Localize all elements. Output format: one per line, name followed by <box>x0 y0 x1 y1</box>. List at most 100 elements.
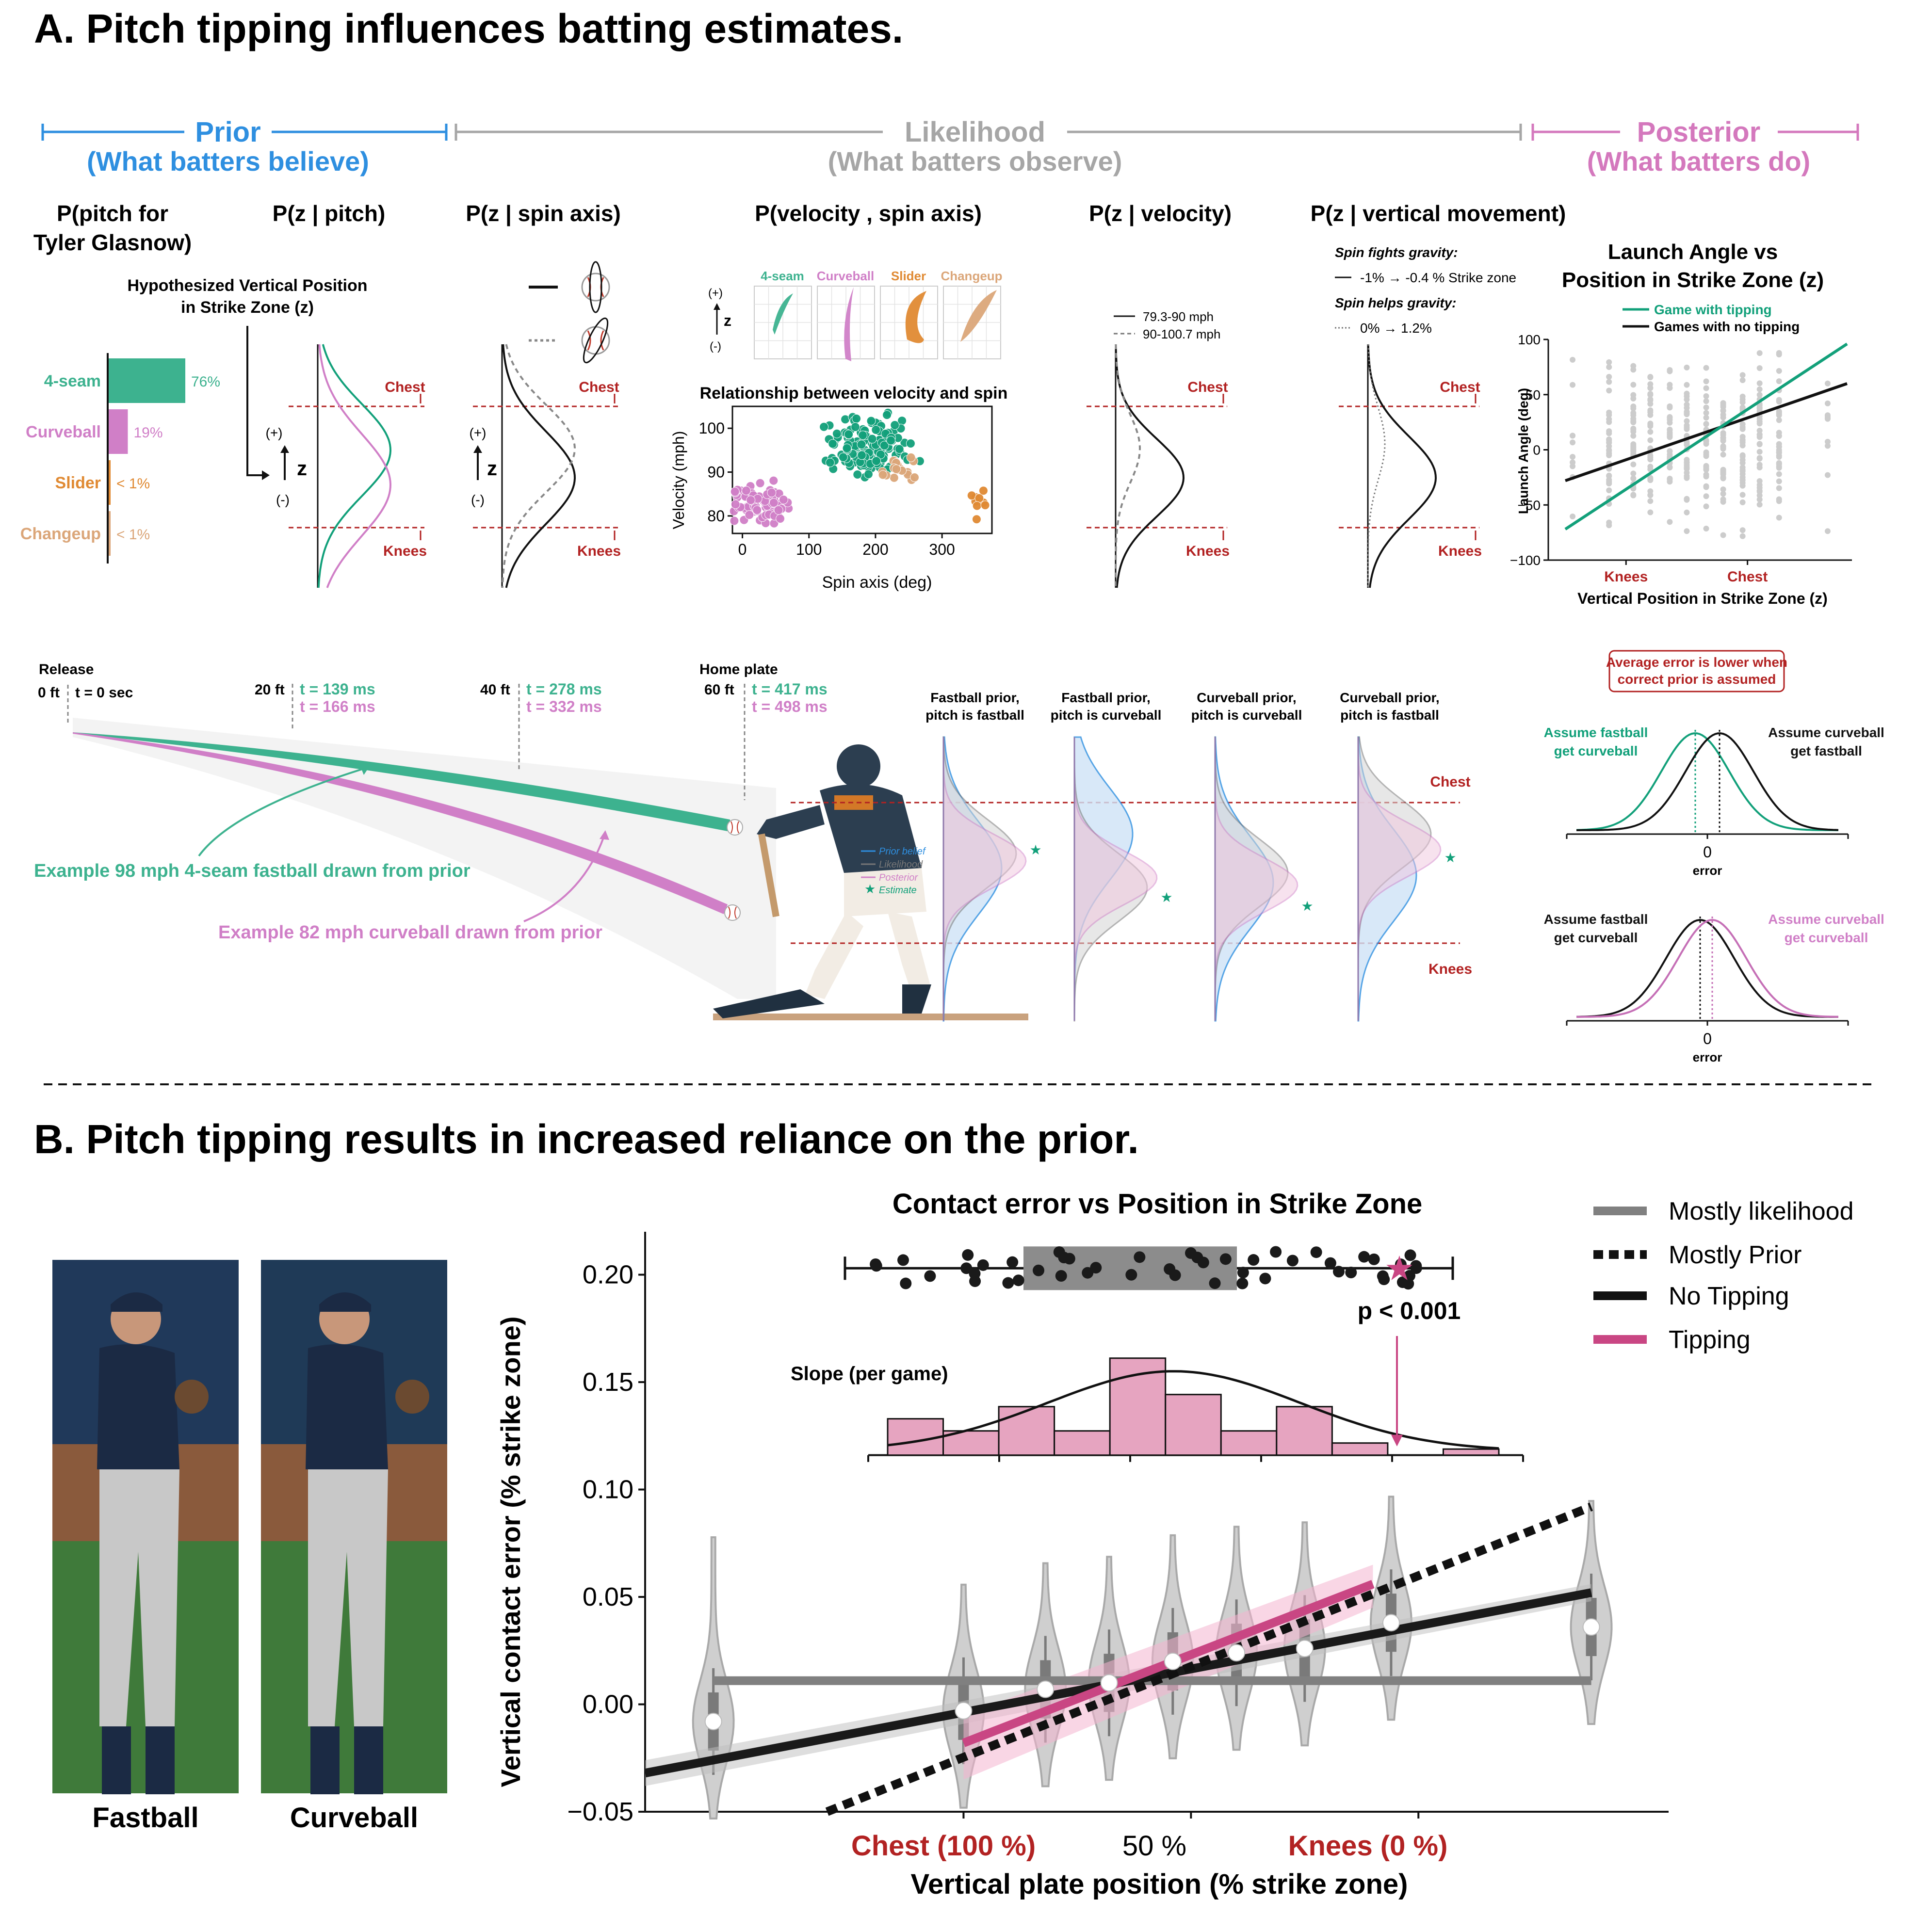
violin-median <box>1228 1644 1246 1662</box>
knees-label: Knees <box>577 543 621 559</box>
launch-x-tick-label: Knees <box>1604 569 1648 585</box>
scatter-point <box>886 435 896 445</box>
fastball-photo <box>52 1260 239 1794</box>
combo-title: pitch is curveball <box>1051 708 1162 723</box>
scatter-point <box>828 439 838 449</box>
launch-point <box>1630 433 1637 439</box>
launch-point <box>1703 378 1709 385</box>
col-title-spin: P(z | spin axis) <box>466 201 621 226</box>
scatter-point <box>850 422 860 432</box>
scatter-point <box>852 414 861 423</box>
launch-point <box>1776 515 1782 521</box>
t40b: t = 332 ms <box>526 698 602 715</box>
scatter-point <box>889 473 899 483</box>
launch-point <box>1667 404 1673 411</box>
launch-point <box>1739 421 1746 427</box>
launch-point <box>1630 461 1637 467</box>
scatter-point <box>853 469 862 479</box>
svg-text:(+): (+) <box>708 287 723 300</box>
hist-bar <box>1165 1394 1222 1456</box>
launch-legend-notipping: Games with no tipping <box>1654 319 1800 334</box>
launch-point <box>1647 374 1654 380</box>
launch-x-tick-label: Chest <box>1727 569 1768 585</box>
scatter-point <box>832 429 842 438</box>
launch-point <box>1776 465 1782 471</box>
launch-point <box>1824 400 1831 406</box>
launch-point <box>1739 477 1746 483</box>
scatter-point <box>894 444 904 454</box>
launch-point <box>1824 472 1831 478</box>
violin-median <box>704 1712 722 1730</box>
launch-point <box>1756 497 1763 503</box>
baseball-icon <box>581 261 610 313</box>
scatter-point <box>774 505 783 515</box>
launch-point <box>1720 451 1726 458</box>
inset-point <box>1358 1251 1370 1263</box>
inset-point <box>1209 1277 1221 1289</box>
launch-point <box>1776 471 1782 477</box>
svg-text:(+): (+) <box>266 425 283 440</box>
curveball-photo-label: Curveball <box>290 1802 418 1834</box>
launch-point <box>1630 382 1637 388</box>
pitcher-photos: Fastball Curveball <box>52 1260 447 1834</box>
baseball-icon <box>727 819 743 836</box>
inset-point <box>1219 1253 1232 1265</box>
combo-knees-label: Knees <box>1428 961 1472 977</box>
hist-bar <box>1331 1442 1389 1456</box>
launch-point <box>1776 454 1782 460</box>
launch-point <box>1606 447 1612 453</box>
scatter-point <box>910 472 920 482</box>
launch-point <box>1647 437 1654 443</box>
legend-no-tipping: No Tipping <box>1669 1282 1789 1310</box>
launch-point <box>1570 514 1576 520</box>
chest-label: Chest <box>385 379 425 395</box>
combo-title: Curveball prior, <box>1197 690 1296 705</box>
launch-point <box>1630 426 1637 433</box>
svg-text:Prior belief: Prior belief <box>879 846 926 857</box>
error-left-label: get curveball <box>1554 743 1638 758</box>
launch-point <box>1776 397 1782 403</box>
inset-point <box>1404 1249 1416 1261</box>
launch-legend-tipping: Game with tipping <box>1654 302 1772 317</box>
trajectory-section: Release 0 ft t = 0 sec 20 ft t = 139 ms … <box>34 661 828 999</box>
launch-point <box>1776 350 1782 356</box>
launch-point <box>1630 447 1637 453</box>
prior-section-title: Prior <box>195 116 260 148</box>
error-axis-label: error <box>1693 863 1722 878</box>
launch-point <box>1647 452 1654 459</box>
inset-point <box>1332 1266 1345 1278</box>
launch-point <box>1667 448 1673 454</box>
inset-point <box>1368 1253 1380 1265</box>
scatter-title: Relationship between velocity and spin <box>700 384 1008 402</box>
knees-label: Knees <box>1438 543 1482 559</box>
scatter-point <box>872 456 881 466</box>
mostly-prior-line <box>825 1502 1593 1816</box>
panel-a-title: A. Pitch tipping influences batting esti… <box>34 6 903 51</box>
top-distribution-columns: Chest Knees Chest Knees Chest Knees Chest Knees <box>289 344 1482 588</box>
svg-text:Estimate: Estimate <box>879 885 917 896</box>
combo-chest-label: Chest <box>1430 774 1470 790</box>
scatter-point <box>752 505 762 515</box>
combo-title: Fastball prior, <box>1061 690 1151 705</box>
inset-point <box>1058 1252 1070 1264</box>
hypo-arrowhead <box>262 470 270 480</box>
ft60: 60 ft <box>704 682 734 698</box>
inset-point <box>1033 1264 1045 1276</box>
error-left-label: Assume fastball <box>1544 725 1648 740</box>
hist-bar <box>1220 1430 1278 1456</box>
inset-point <box>870 1260 882 1272</box>
launch-point <box>1667 431 1673 437</box>
posterior-curve <box>1357 737 1442 1021</box>
launch-point <box>1667 367 1673 373</box>
launch-point <box>1703 438 1709 445</box>
launch-ylabel: Launch Angle (deg) <box>1516 388 1531 514</box>
launch-point <box>1756 350 1763 356</box>
svg-text:★: ★ <box>864 882 876 896</box>
launch-point <box>1703 473 1709 480</box>
tipping-slope-star: ★ <box>1384 1249 1415 1287</box>
launch-point <box>1684 402 1690 408</box>
violin-median <box>1164 1652 1182 1670</box>
estimate-star: ★ <box>1160 890 1172 905</box>
velocity-curve-1 <box>1115 344 1185 588</box>
launch-point <box>1606 364 1612 370</box>
